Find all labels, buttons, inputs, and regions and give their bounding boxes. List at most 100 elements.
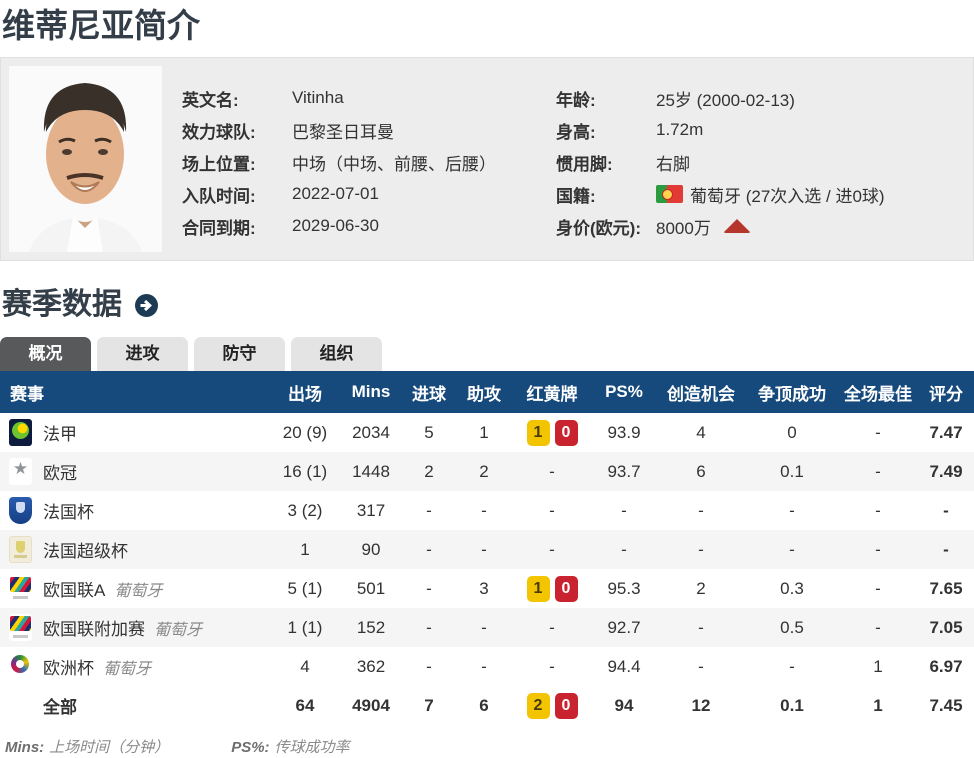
coupe-de-france-icon bbox=[9, 497, 32, 524]
mins-cell: 152 bbox=[356, 617, 386, 637]
motm-cell: - bbox=[875, 539, 881, 559]
rating-cell: - bbox=[943, 500, 949, 520]
tab-attack[interactable]: 进攻 bbox=[97, 337, 188, 371]
assists-cell: 3 bbox=[479, 578, 489, 598]
info-label: 身高: bbox=[556, 122, 596, 142]
cards-dash: - bbox=[549, 617, 555, 637]
cards-dash: - bbox=[549, 500, 555, 520]
info-label: 效力球队: bbox=[182, 122, 256, 142]
motm-cell: - bbox=[875, 422, 881, 442]
info-value: 25岁 (2000-02-13) bbox=[656, 90, 795, 110]
stats-tabs: 概况 进攻 防守 组织 bbox=[0, 337, 974, 371]
competition-cell: 法甲 bbox=[0, 413, 270, 452]
rating-cell: - bbox=[943, 539, 949, 559]
ligue1-icon bbox=[9, 419, 32, 446]
table-row-euro: 欧洲杯 葡萄牙 4 362 - - - 94.4 - - 1 6.97 bbox=[0, 647, 974, 686]
competition-name: 法甲 bbox=[43, 425, 77, 444]
nations-league-icon bbox=[9, 575, 32, 602]
table-row-ucl: 欧冠 16 (1) 1448 2 2 - 93.7 6 0.1 - 7.49 bbox=[0, 452, 974, 491]
cards-dash: - bbox=[549, 461, 555, 481]
col-pass-success: PS% bbox=[592, 371, 656, 413]
info-value: 2022-07-01 bbox=[292, 184, 379, 203]
info-row-contract: 合同到期: 2029-06-30 bbox=[182, 210, 550, 242]
chances-cell: 2 bbox=[696, 578, 706, 598]
cards-dash: - bbox=[549, 656, 555, 676]
info-value: 1.72m bbox=[656, 120, 704, 139]
appearances-cell: 16 (1) bbox=[282, 461, 328, 481]
competition-cell: 法国杯 bbox=[0, 491, 270, 530]
appearances-cell: 1 (1) bbox=[287, 617, 323, 637]
info-label: 惯用脚: bbox=[556, 154, 613, 174]
national-team-note: 葡萄牙 bbox=[154, 621, 203, 639]
competition-cell: 欧洲杯 葡萄牙 bbox=[0, 647, 270, 686]
rating-cell: 7.45 bbox=[929, 695, 963, 715]
assists-cell: - bbox=[481, 656, 487, 676]
table-header-row: 赛事 出场 Mins 进球 助攻 红黄牌 PS% 创造机会 争顶成功 全场最佳 … bbox=[0, 371, 974, 413]
aerials-cell: 0 bbox=[787, 422, 797, 442]
goals-cell: - bbox=[426, 578, 432, 598]
trophee-des-champions-icon bbox=[9, 536, 32, 563]
table-row-nations-league-playoff: 欧国联附加赛 葡萄牙 1 (1) 152 - - - 92.7 - 0.5 - 7… bbox=[0, 608, 974, 647]
player-info-columns: 英文名: Vitinha 效力球队: 巴黎圣日耳曼 场上位置: 中场（中场、前腰… bbox=[162, 66, 965, 252]
col-goals: 进球 bbox=[402, 371, 456, 413]
info-label: 国籍: bbox=[556, 186, 596, 206]
footnote-term: PS%: bbox=[231, 739, 270, 756]
pass-success-cell: 94.4 bbox=[607, 656, 641, 676]
pass-success-cell: - bbox=[621, 500, 627, 520]
info-label: 年龄: bbox=[556, 90, 596, 110]
info-value: 中场（中场、前腰、后腰） bbox=[292, 154, 496, 174]
col-assists: 助攻 bbox=[456, 371, 512, 413]
col-aerials-won: 争顶成功 bbox=[746, 371, 838, 413]
mins-cell: 362 bbox=[356, 656, 386, 676]
info-row-english-name: 英文名: Vitinha bbox=[182, 82, 550, 114]
appearances-cell: 64 bbox=[295, 695, 315, 715]
info-label: 英文名: bbox=[182, 90, 239, 110]
competition-cell: 欧国联附加赛 葡萄牙 bbox=[0, 608, 270, 647]
player-profile-page: 维蒂尼亚简介 英文名: bbox=[0, 6, 974, 757]
tab-overview[interactable]: 概况 bbox=[0, 337, 91, 371]
cards-cell: - bbox=[512, 647, 592, 686]
footnote-desc: 传球成功率 bbox=[274, 739, 350, 756]
assists-cell: - bbox=[481, 617, 487, 637]
chances-cell: - bbox=[698, 539, 704, 559]
player-info-panel: 英文名: Vitinha 效力球队: 巴黎圣日耳曼 场上位置: 中场（中场、前腰… bbox=[0, 57, 974, 261]
chances-cell: 6 bbox=[696, 461, 706, 481]
nationality-text: 葡萄牙 (27次入选 / 进0球) bbox=[690, 186, 885, 206]
nations-league-icon bbox=[9, 614, 32, 641]
col-motm: 全场最佳 bbox=[838, 371, 918, 413]
aerials-cell: 0.3 bbox=[780, 578, 804, 598]
national-team-note: 葡萄牙 bbox=[103, 660, 152, 678]
info-row-height: 身高: 1.72m bbox=[556, 114, 965, 146]
arrow-right-circle-icon bbox=[135, 293, 158, 317]
motm-cell: - bbox=[875, 578, 881, 598]
goals-cell: 7 bbox=[424, 695, 434, 715]
cards-cell: - bbox=[512, 491, 592, 530]
motm-cell: - bbox=[875, 617, 881, 637]
motm-cell: - bbox=[875, 500, 881, 520]
info-value: Vitinha bbox=[292, 88, 344, 107]
competition-name: 法国超级杯 bbox=[43, 542, 128, 561]
footnote-ps: PS%: 传球成功率 bbox=[231, 736, 349, 757]
competition-cell: 法国超级杯 bbox=[0, 530, 270, 569]
season-stats-table: 赛事 出场 Mins 进球 助攻 红黄牌 PS% 创造机会 争顶成功 全场最佳 … bbox=[0, 371, 974, 725]
table-footnotes: Mins: 上场时间（分钟） PS%: 传球成功率 bbox=[5, 736, 974, 757]
pass-success-cell: 93.7 bbox=[607, 461, 641, 481]
tab-organization[interactable]: 组织 bbox=[291, 337, 382, 371]
assists-cell: 1 bbox=[479, 422, 489, 442]
competition-name: 欧洲杯 bbox=[43, 659, 94, 678]
pass-success-cell: 95.3 bbox=[607, 578, 641, 598]
assists-cell: - bbox=[481, 500, 487, 520]
season-more-link[interactable] bbox=[135, 293, 158, 317]
value-up-icon bbox=[722, 219, 751, 233]
info-label: 场上位置: bbox=[182, 154, 256, 174]
rating-cell: 7.05 bbox=[929, 617, 963, 637]
tab-defense[interactable]: 防守 bbox=[194, 337, 285, 371]
info-value: 葡萄牙 (27次入选 / 进0球) bbox=[656, 182, 885, 207]
rating-cell: 7.49 bbox=[929, 461, 963, 481]
mins-cell: 1448 bbox=[352, 461, 390, 481]
